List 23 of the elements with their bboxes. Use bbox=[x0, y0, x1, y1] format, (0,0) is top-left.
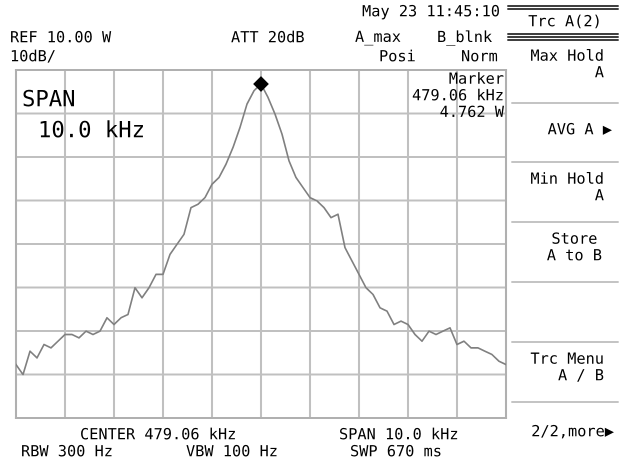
text: Norm bbox=[462, 50, 498, 62]
text: B_blnk bbox=[438, 30, 492, 46]
text: REF 10.00 W bbox=[11, 30, 112, 42]
text: 10dB/ bbox=[12, 50, 55, 63]
text: Store A to B bbox=[547, 232, 602, 261]
text: A_max bbox=[355, 30, 400, 46]
text: SWP 670 ms bbox=[351, 444, 440, 456]
text: RBW 300 Hz bbox=[22, 444, 112, 456]
annotation: SPAN bbox=[24, 90, 74, 107]
text: ATT 20dB bbox=[231, 30, 304, 42]
text: Trc A(2) bbox=[528, 14, 599, 28]
text: AVG A ▶ bbox=[548, 122, 612, 135]
annotation: Marker 479.06 kHz 4.762 W bbox=[412, 72, 504, 118]
text: May 23 11:45:10 bbox=[362, 4, 500, 20]
text: SPAN 10.0 kHz bbox=[340, 428, 458, 440]
text: Posi bbox=[380, 50, 415, 62]
annotation: 10.0 kHz bbox=[40, 120, 143, 138]
text: VBW 100 Hz bbox=[186, 444, 277, 456]
text: 2/2,more▶ bbox=[532, 424, 614, 438]
text: Min Hold A bbox=[531, 172, 604, 200]
text: Max Hold A bbox=[531, 49, 604, 78]
text: Trc Menu A / B bbox=[530, 352, 604, 382]
text: CENTER 479.06 kHz bbox=[81, 428, 235, 440]
